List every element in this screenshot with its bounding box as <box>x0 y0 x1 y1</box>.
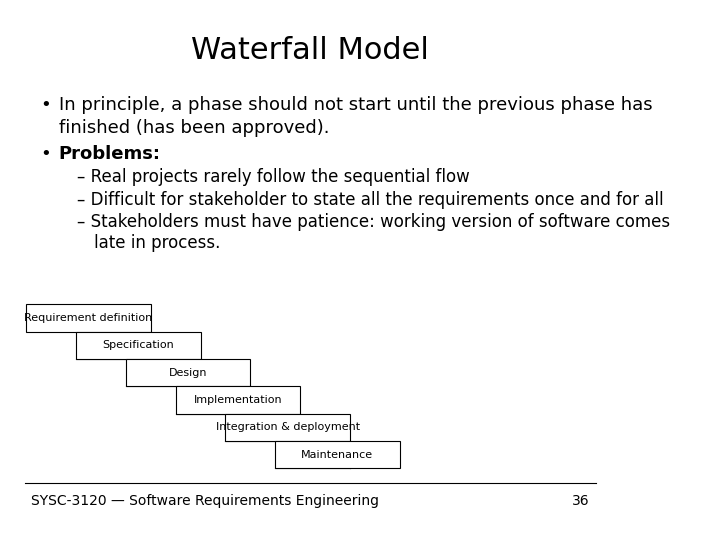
Text: 36: 36 <box>572 494 590 508</box>
Text: •: • <box>40 96 51 114</box>
Bar <box>126 359 251 386</box>
Text: Integration & deployment: Integration & deployment <box>215 422 360 433</box>
Text: SYSC-3120 — Software Requirements Engineering: SYSC-3120 — Software Requirements Engine… <box>31 494 379 508</box>
Text: •: • <box>40 145 51 163</box>
Text: Requirement definition: Requirement definition <box>24 313 153 323</box>
Text: In principle, a phase should not start until the previous phase has: In principle, a phase should not start u… <box>58 96 652 114</box>
Text: Problems:: Problems: <box>58 145 161 163</box>
Text: Implementation: Implementation <box>194 395 282 405</box>
Text: finished (has been approved).: finished (has been approved). <box>58 119 329 137</box>
Bar <box>27 304 150 332</box>
Text: Waterfall Model: Waterfall Model <box>192 36 429 65</box>
Bar <box>76 332 200 359</box>
Text: – Real projects rarely follow the sequential flow: – Real projects rarely follow the sequen… <box>77 168 469 186</box>
Text: – Stakeholders must have patience: working version of software comes: – Stakeholders must have patience: worki… <box>77 213 670 231</box>
Text: Maintenance: Maintenance <box>301 450 374 460</box>
Bar <box>275 441 400 468</box>
Bar <box>225 414 350 441</box>
Text: late in process.: late in process. <box>94 234 220 252</box>
Text: – Difficult for stakeholder to state all the requirements once and for all: – Difficult for stakeholder to state all… <box>77 191 663 208</box>
Text: Design: Design <box>168 368 207 377</box>
Bar <box>176 386 300 414</box>
Text: Specification: Specification <box>102 340 174 350</box>
